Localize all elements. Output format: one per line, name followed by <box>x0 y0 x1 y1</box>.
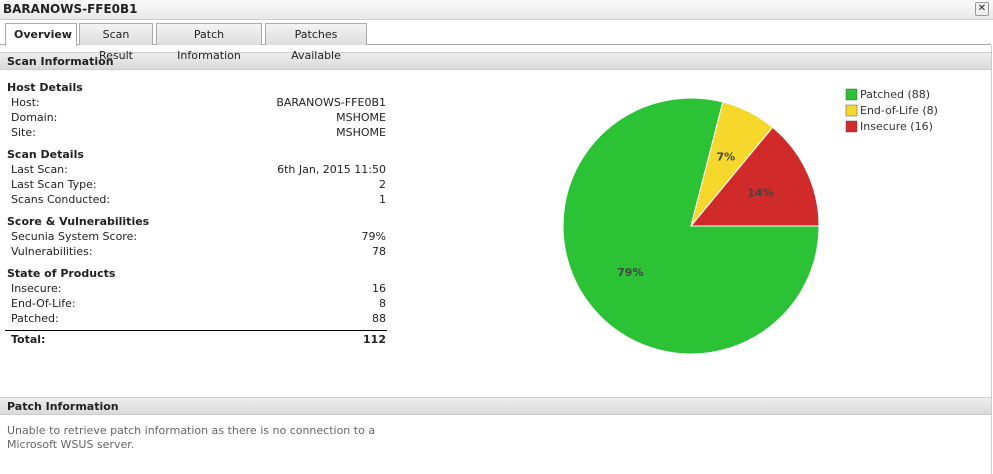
row-label: Insecure: <box>11 282 62 295</box>
legend-label: Insecure (16) <box>860 120 933 133</box>
row-value: 1 <box>379 193 386 206</box>
tab[interactable]: Overview <box>5 23 77 46</box>
pie-slice <box>689 126 820 227</box>
row-label: Host: <box>11 96 40 109</box>
row-value: BARANOWS-FFE0B1 <box>276 96 386 109</box>
row-value: 2 <box>379 178 386 191</box>
row-label: Vulnerabilities: <box>11 245 93 258</box>
legend-label: Patched (88) <box>860 88 930 101</box>
title-bar <box>0 0 993 20</box>
row-value: MSHOME <box>336 126 386 139</box>
row-label: Patched: <box>11 312 59 325</box>
group-heading: State of Products <box>7 267 116 280</box>
group-heading: Scan Details <box>7 148 84 161</box>
tab[interactable]: Scan Result <box>79 23 153 62</box>
group-heading: Host Details <box>7 81 83 94</box>
slice-label: 7% <box>717 151 736 164</box>
row-label: Last Scan: <box>11 163 68 176</box>
row-value: MSHOME <box>336 111 386 124</box>
section-header: Scan Information <box>0 52 991 70</box>
slice-label: 79% <box>617 266 643 279</box>
row-label: Last Scan Type: <box>11 178 97 191</box>
row-label: Secunia System Score: <box>11 230 138 243</box>
total-label: Total: <box>11 333 46 346</box>
row-label: Scans Conducted: <box>11 193 111 206</box>
row-value: 78 <box>372 245 386 258</box>
window-title: BARANOWS-FFE0B1 <box>3 2 138 16</box>
legend-swatch <box>845 88 858 101</box>
row-value: 6th Jan, 2015 11:50 <box>277 163 386 176</box>
tab[interactable]: Patch Information <box>156 23 262 62</box>
legend-swatch <box>845 120 858 133</box>
border <box>991 45 992 474</box>
close-button[interactable]: ✕ <box>975 2 989 16</box>
legend-swatch <box>845 104 858 117</box>
tab-strip-line <box>0 44 991 45</box>
total-line <box>5 330 387 331</box>
total-value: 112 <box>363 333 386 346</box>
row-label: End-Of-Life: <box>11 297 76 310</box>
row-label: Domain: <box>11 111 58 124</box>
row-value: 16 <box>372 282 386 295</box>
section-header: Patch Information <box>0 397 991 415</box>
tab[interactable]: Patches Available <box>265 23 367 62</box>
patch-message: Unable to retrieve patch information as … <box>7 424 376 451</box>
row-value: 79% <box>361 230 386 243</box>
row-label: Site: <box>11 126 36 139</box>
row-value: 8 <box>379 297 386 310</box>
legend-label: End-of-Life (8) <box>860 104 938 117</box>
slice-label: 14% <box>747 186 773 199</box>
group-heading: Score & Vulnerabilities <box>7 215 150 228</box>
row-value: 88 <box>372 312 386 325</box>
